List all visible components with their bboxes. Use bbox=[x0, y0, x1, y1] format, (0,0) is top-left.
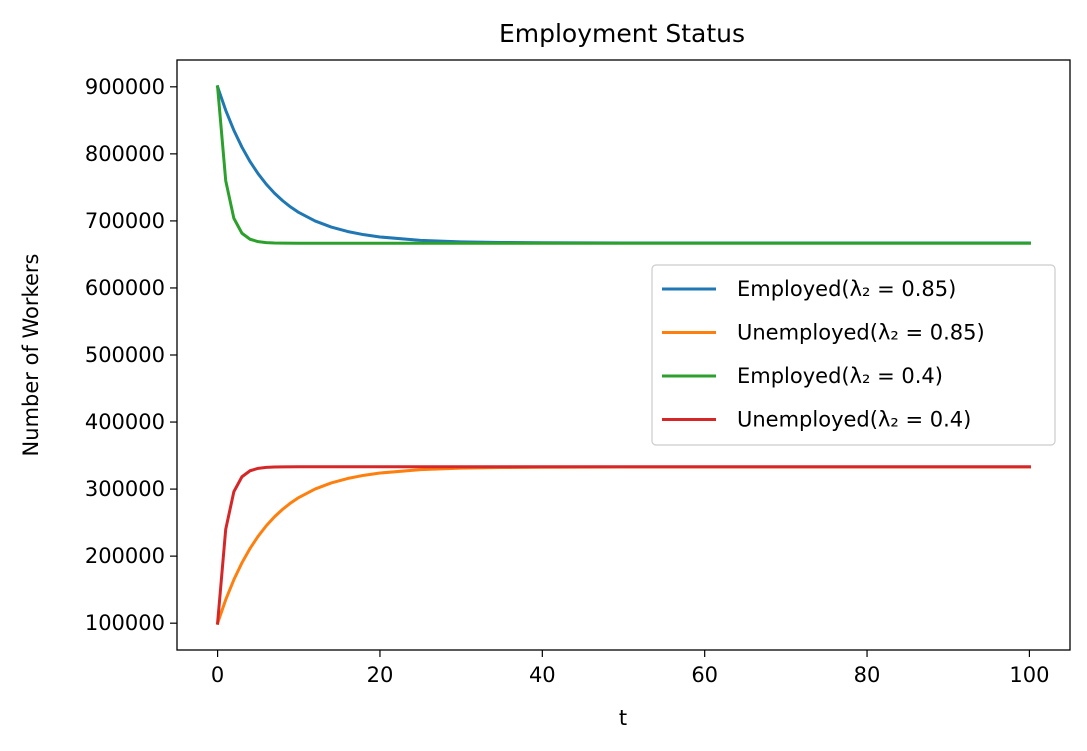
x-tick-label: 20 bbox=[367, 663, 394, 687]
y-tick-label: 900000 bbox=[85, 75, 165, 99]
y-tick-label: 100000 bbox=[85, 611, 165, 635]
x-tick-label: 60 bbox=[691, 663, 718, 687]
y-tick-label: 200000 bbox=[85, 544, 165, 568]
chart-title: Employment Status bbox=[499, 19, 745, 48]
legend-label: Employed(λ₂ = 0.4) bbox=[737, 364, 943, 388]
y-tick-label: 700000 bbox=[85, 209, 165, 233]
legend: Employed(λ₂ = 0.85) Unemployed(λ₂ = 0.85)… bbox=[651, 264, 1056, 446]
x-tick-label: 80 bbox=[854, 663, 881, 687]
x-tick-label: 0 bbox=[211, 663, 224, 687]
series-line-2 bbox=[215, 85, 1031, 245]
legend-box bbox=[651, 264, 1056, 446]
y-tick-label: 400000 bbox=[85, 410, 165, 434]
y-tick-label: 600000 bbox=[85, 276, 165, 300]
y-tick-label: 500000 bbox=[85, 343, 165, 367]
y-axis: 100000 200000 300000 400000 500000 600000 7000… bbox=[85, 75, 177, 635]
y-tick-label: 800000 bbox=[85, 142, 165, 166]
series-line-1 bbox=[215, 465, 1031, 626]
x-axis-label: t bbox=[619, 706, 627, 730]
series-group bbox=[215, 84, 1031, 626]
series-line-3 bbox=[215, 465, 1031, 625]
y-axis-label: Number of Workers bbox=[19, 254, 43, 457]
series-line-0 bbox=[215, 84, 1031, 245]
legend-label: Unemployed(λ₂ = 0.85) bbox=[737, 321, 985, 345]
x-tick-label: 100 bbox=[1009, 663, 1049, 687]
plot-area bbox=[176, 59, 1071, 651]
x-axis: 0 20 40 60 80 100 bbox=[211, 650, 1049, 687]
legend-label: Unemployed(λ₂ = 0.4) bbox=[737, 408, 971, 432]
y-tick-label: 300000 bbox=[85, 477, 165, 501]
x-tick-label: 40 bbox=[529, 663, 556, 687]
legend-label: Employed(λ₂ = 0.85) bbox=[737, 277, 956, 301]
